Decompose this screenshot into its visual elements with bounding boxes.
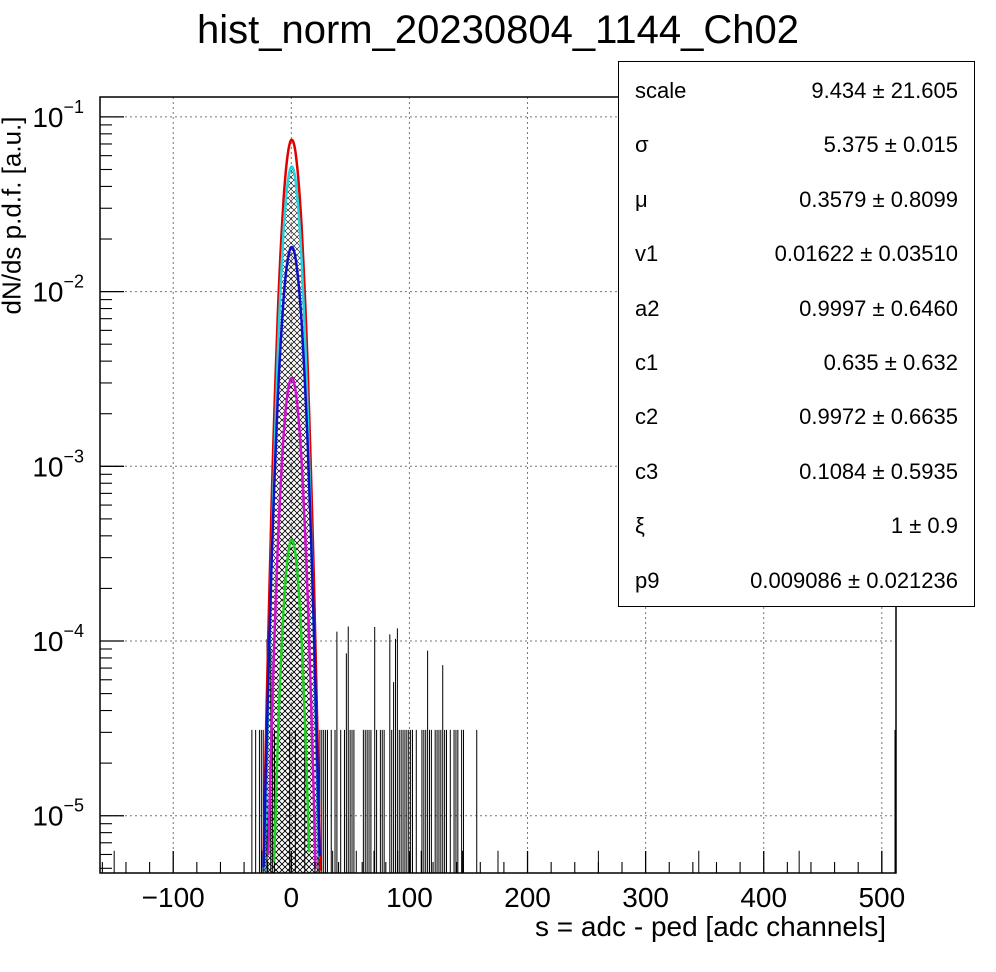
y-tick-label: 10−1 xyxy=(32,97,84,133)
stat-name: a2 xyxy=(635,295,660,321)
fit-stat-box: scale 9.434 ± 21.605 σ 5.375 ± 0.015 μ 0.3579… xyxy=(618,61,975,607)
stat-name: c1 xyxy=(635,350,659,375)
x-tick-label: 500 xyxy=(858,882,905,913)
stat-name: v1 xyxy=(635,241,659,267)
x-tick-label: 100 xyxy=(386,882,433,913)
stat-name: c3 xyxy=(635,458,659,484)
stat-row: v1 0.01622 ± 0.03510 xyxy=(619,225,974,279)
x-tick-label: 300 xyxy=(622,882,669,913)
x-tick-label: 200 xyxy=(504,882,551,913)
series-line-4 xyxy=(272,538,311,862)
stat-row: μ 0.3579 ± 0.8099 xyxy=(619,171,974,225)
stat-row: c2 0.9972 ± 0.6635 xyxy=(619,388,974,442)
stat-value: 0.9972 ± 0.6635 xyxy=(799,404,958,430)
x-tick-label: 400 xyxy=(740,882,787,913)
stat-value: 5.375 ± 0.015 xyxy=(823,132,958,158)
stat-name: p9 xyxy=(635,567,660,593)
x-axis-label: s = adc - ped [adc channels] xyxy=(535,911,886,942)
stat-name: ξ xyxy=(635,513,645,539)
y-tick-label: 10−4 xyxy=(32,621,84,657)
stat-value: 9.434 ± 21.605 xyxy=(811,78,958,103)
axis-ticks: −100 0 100 200 300 400 500 10−1 10−2 10−3 10−4 10−5 xyxy=(32,97,905,913)
stat-value: 0.635 ± 0.632 xyxy=(823,350,958,375)
stat-name: σ xyxy=(635,132,649,158)
stat-value: 0.01622 ± 0.03510 xyxy=(774,241,958,267)
series-line-2 xyxy=(262,245,321,868)
stat-row: σ 5.375 ± 0.015 xyxy=(619,116,974,170)
stat-value: 1 ± 0.9 xyxy=(890,513,958,539)
chart-title: hist_norm_20230804_1144_Ch02 xyxy=(197,8,799,52)
stat-value: 0.3579 ± 0.8099 xyxy=(799,186,958,212)
stat-row: c1 0.635 ± 0.632 xyxy=(619,334,974,388)
stat-row: c3 0.1084 ± 0.5935 xyxy=(619,443,974,497)
stat-name: scale xyxy=(635,78,687,103)
stat-row: a2 0.9997 ± 0.6460 xyxy=(619,280,974,334)
stat-value: 0.1084 ± 0.5935 xyxy=(799,458,958,484)
y-tick-label: 10−5 xyxy=(32,796,84,832)
x-tick-label: −100 xyxy=(142,882,205,913)
stat-value: 0.9997 ± 0.6460 xyxy=(799,295,958,321)
fit-curves xyxy=(262,138,322,873)
y-tick-label: 10−2 xyxy=(32,272,84,308)
stat-name: μ xyxy=(635,186,648,212)
data-error-bars xyxy=(113,626,896,873)
stat-row: p9 0.009086 ± 0.021236 xyxy=(619,552,974,606)
stat-row: scale 9.434 ± 21.605 xyxy=(619,62,974,116)
stat-row: ξ 1 ± 0.9 xyxy=(619,497,974,551)
y-tick-label: 10−3 xyxy=(32,446,84,482)
x-tick-label: 0 xyxy=(284,882,300,913)
series-line-3 xyxy=(267,376,317,869)
stat-name: c2 xyxy=(635,404,659,430)
series-line-0 xyxy=(262,138,322,871)
stat-value: 0.009086 ± 0.021236 xyxy=(750,567,958,593)
